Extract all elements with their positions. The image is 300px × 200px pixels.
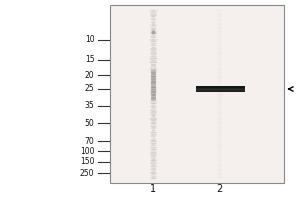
- Text: 10: 10: [85, 36, 94, 45]
- Text: 150: 150: [80, 158, 94, 166]
- Text: 250: 250: [80, 168, 94, 178]
- Text: 35: 35: [85, 102, 94, 110]
- Text: 15: 15: [85, 55, 94, 64]
- Bar: [197, 87, 244, 91]
- Text: 25: 25: [85, 84, 94, 93]
- Text: 20: 20: [85, 71, 94, 79]
- Text: 50: 50: [85, 118, 94, 128]
- Text: 100: 100: [80, 146, 94, 156]
- Text: 70: 70: [85, 136, 94, 146]
- Text: 1: 1: [150, 184, 156, 194]
- Text: 2: 2: [216, 184, 222, 194]
- Bar: [110, 5, 284, 183]
